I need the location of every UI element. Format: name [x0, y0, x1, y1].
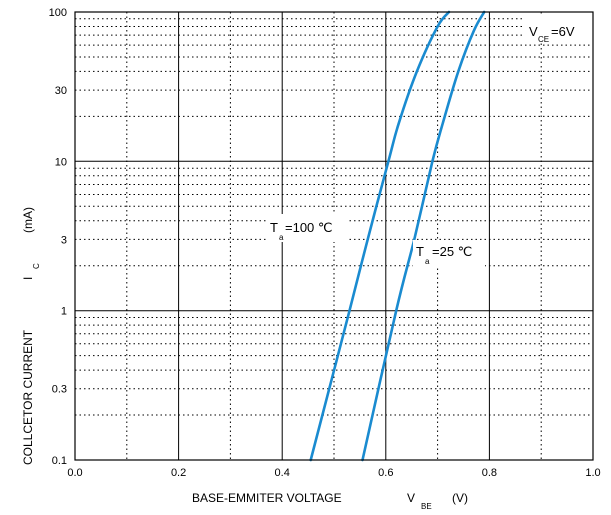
x-tick-label: 0.0 — [67, 467, 82, 479]
y-axis-unit: (mA) — [21, 207, 35, 233]
x-axis-unit: (V) — [452, 491, 468, 505]
x-axis-subscript: BE — [421, 502, 432, 511]
y-tick-labels: 0.1 0.3 1 3 10 30 100 — [49, 7, 67, 467]
series-2-label-value: =25 ℃ — [432, 244, 472, 259]
y-tick-label: 30 — [55, 85, 67, 97]
x-axis-title: BASE-EMMITER VOLTAGE — [192, 491, 342, 505]
x-tick-label: 1.0 — [585, 467, 600, 479]
major-grid — [75, 12, 593, 460]
x-tick-label: 0.2 — [171, 467, 186, 479]
x-tick-labels: 0.0 0.2 0.4 0.6 0.8 1.0 — [67, 467, 600, 479]
series-2-label-symbol: T — [416, 244, 424, 259]
condition-symbol: V — [529, 24, 538, 39]
y-tick-label: 0.3 — [52, 384, 67, 396]
plot-frame — [74, 11, 594, 461]
y-axis-subscript: C — [32, 263, 41, 269]
y-tick-label: 10 — [55, 156, 67, 168]
y-tick-label: 0.1 — [52, 455, 67, 467]
y-axis-symbol: I — [21, 277, 35, 280]
series-1-label-value: =100 ℃ — [285, 220, 333, 235]
condition-subscript: CE — [538, 35, 549, 44]
y-tick-label: 1 — [61, 306, 67, 318]
condition-box — [523, 16, 591, 42]
minor-grid — [75, 12, 593, 460]
series-1-label-subscript: a — [279, 233, 284, 242]
series-2-line — [361, 10, 486, 462]
series-1-label-symbol: T — [270, 220, 278, 235]
x-tick-label: 0.8 — [482, 467, 497, 479]
x-axis-symbol: V — [407, 491, 415, 505]
x-tick-label: 0.6 — [378, 467, 393, 479]
series-1-line — [309, 10, 451, 462]
series-2-label-bg — [413, 240, 485, 268]
condition-value: =6V — [551, 24, 575, 39]
y-axis-title: COLLCETOR CURRENT — [21, 329, 35, 465]
y-tick-label: 3 — [61, 234, 67, 246]
series-2-label-subscript: a — [425, 257, 430, 266]
x-tick-label: 0.4 — [275, 467, 290, 479]
y-tick-label: 100 — [49, 7, 67, 19]
series-curves — [309, 10, 486, 462]
series-1-label-bg — [268, 214, 348, 242]
